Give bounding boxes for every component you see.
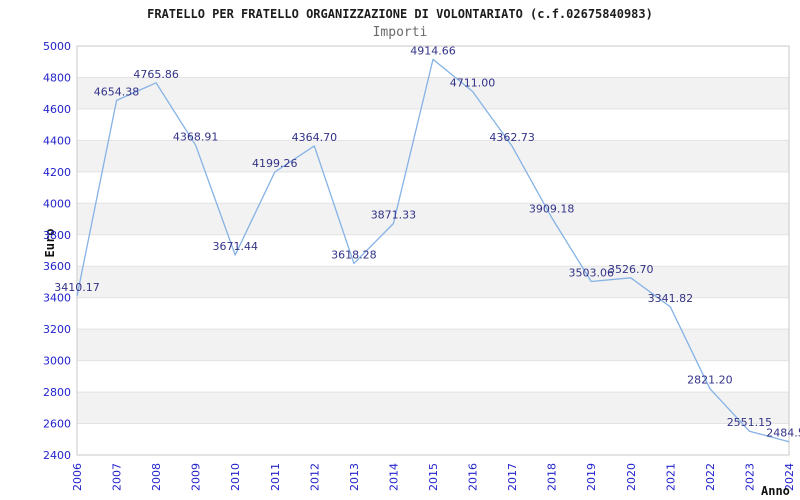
data-point-label: 4368.91 <box>173 130 219 143</box>
x-tick-label: 2016 <box>467 463 480 491</box>
x-tick-label: 2014 <box>387 463 400 491</box>
data-point-label: 4654.38 <box>94 85 140 98</box>
y-tick-label: 3400 <box>43 292 71 305</box>
data-point-label: 4364.70 <box>292 131 338 144</box>
x-tick-label: 2011 <box>269 463 282 491</box>
data-point-label: 3909.18 <box>529 203 575 216</box>
x-tick-label: 2008 <box>150 463 163 491</box>
x-tick-label: 2020 <box>625 463 638 491</box>
plot-band <box>77 392 789 424</box>
plot-band <box>77 203 789 235</box>
plot-band <box>77 77 789 109</box>
y-tick-label: 4800 <box>43 71 71 84</box>
x-axis-title: Anno <box>761 484 790 498</box>
plot-band <box>77 140 789 172</box>
y-tick-label: 4600 <box>43 103 71 116</box>
x-tick-label: 2017 <box>506 463 519 491</box>
x-tick-label: 2021 <box>664 463 677 491</box>
y-tick-label: 3000 <box>43 355 71 368</box>
x-tick-label: 2015 <box>427 463 440 491</box>
data-point-label: 2484.59 <box>766 427 800 440</box>
data-point-label: 3503.06 <box>568 266 614 279</box>
data-point-label: 3618.28 <box>331 248 377 261</box>
y-tick-label: 4200 <box>43 166 71 179</box>
data-point-label: 4362.73 <box>489 131 535 144</box>
y-tick-label: 3800 <box>43 229 71 242</box>
data-point-label: 4199.26 <box>252 157 298 170</box>
data-point-label: 4914.66 <box>410 44 456 57</box>
plot-band <box>77 329 789 361</box>
plot-border <box>76 45 790 456</box>
data-point-label: 2821.20 <box>687 374 733 387</box>
chart-title: FRATELLO PER FRATELLO ORGANIZZAZIONE DI … <box>147 7 653 21</box>
x-tick-label: 2007 <box>111 463 124 491</box>
data-point-label: 3410.17 <box>54 281 100 294</box>
x-tick-label: 2009 <box>190 463 203 491</box>
chart-subtitle: Importi <box>372 25 428 40</box>
x-tick-label: 2023 <box>743 463 756 491</box>
x-tick-label: 2024 <box>783 463 796 491</box>
data-point-label: 3671.44 <box>212 240 258 253</box>
x-tick-label: 2018 <box>546 463 559 491</box>
y-tick-label: 2400 <box>43 449 71 462</box>
data-point-label: 4711.00 <box>450 76 496 89</box>
data-point-label: 3341.82 <box>648 292 694 305</box>
y-tick-label: 3600 <box>43 260 71 273</box>
y-tick-label: 2800 <box>43 386 71 399</box>
x-tick-label: 2022 <box>704 463 717 491</box>
x-tick-label: 2013 <box>348 463 361 491</box>
y-tick-label: 2600 <box>43 418 71 431</box>
data-line <box>76 58 790 443</box>
x-tick-label: 2010 <box>229 463 242 491</box>
data-point-label: 3871.33 <box>371 209 417 222</box>
data-point-label: 3526.70 <box>608 263 654 276</box>
plot-band <box>77 266 789 298</box>
x-tick-label: 2012 <box>308 463 321 491</box>
data-point-label: 2551.15 <box>727 416 773 429</box>
y-tick-label: 4400 <box>43 134 71 147</box>
x-tick-label: 2006 <box>71 463 84 491</box>
y-tick-label: 4000 <box>43 197 71 210</box>
data-point-label: 4765.86 <box>133 68 179 81</box>
y-tick-label: 3200 <box>43 323 71 336</box>
y-tick-label: 5000 <box>43 40 71 53</box>
x-tick-label: 2019 <box>585 463 598 491</box>
